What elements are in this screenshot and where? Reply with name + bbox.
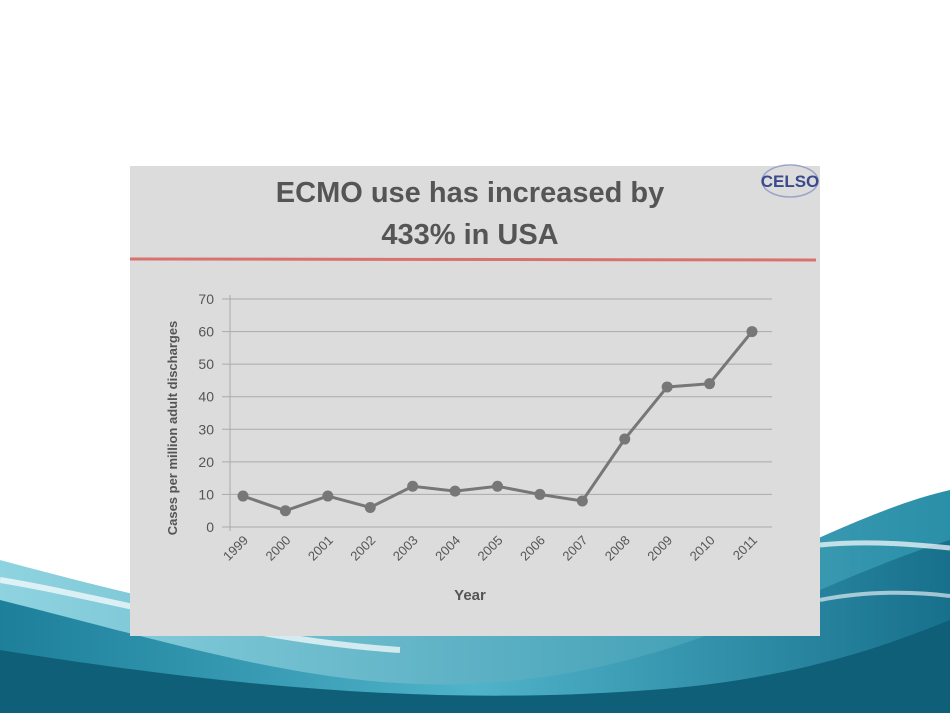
data-point bbox=[746, 326, 758, 338]
data-point bbox=[704, 378, 716, 390]
data-point bbox=[237, 490, 249, 502]
y-tick-label: 40 bbox=[198, 389, 214, 405]
y-tick-label: 70 bbox=[198, 291, 214, 307]
y-tick-label: 20 bbox=[198, 454, 214, 470]
y-tick-label: 0 bbox=[206, 519, 214, 535]
photo-background bbox=[130, 166, 820, 636]
data-point bbox=[576, 495, 588, 507]
y-axis-label: Cases per million adult discharges bbox=[165, 321, 180, 536]
y-tick-label: 30 bbox=[198, 421, 214, 437]
title-rule bbox=[129, 257, 817, 262]
x-axis-label: Year bbox=[454, 587, 486, 604]
chart-title: ECMO use has increased by 433% in USA bbox=[275, 177, 665, 251]
y-tick-label: 50 bbox=[198, 356, 214, 372]
data-point bbox=[534, 488, 546, 500]
data-point bbox=[492, 480, 503, 492]
data-point bbox=[661, 381, 673, 393]
logo-ring bbox=[761, 164, 819, 198]
data-point bbox=[322, 490, 334, 502]
data-point bbox=[449, 485, 461, 497]
data-point bbox=[619, 433, 631, 445]
y-tick-label: 10 bbox=[198, 486, 214, 502]
y-tick-label: 60 bbox=[198, 324, 214, 340]
data-point bbox=[364, 501, 376, 513]
data-point bbox=[279, 505, 291, 517]
data-point bbox=[407, 480, 419, 492]
logo: CELSO bbox=[761, 172, 820, 191]
